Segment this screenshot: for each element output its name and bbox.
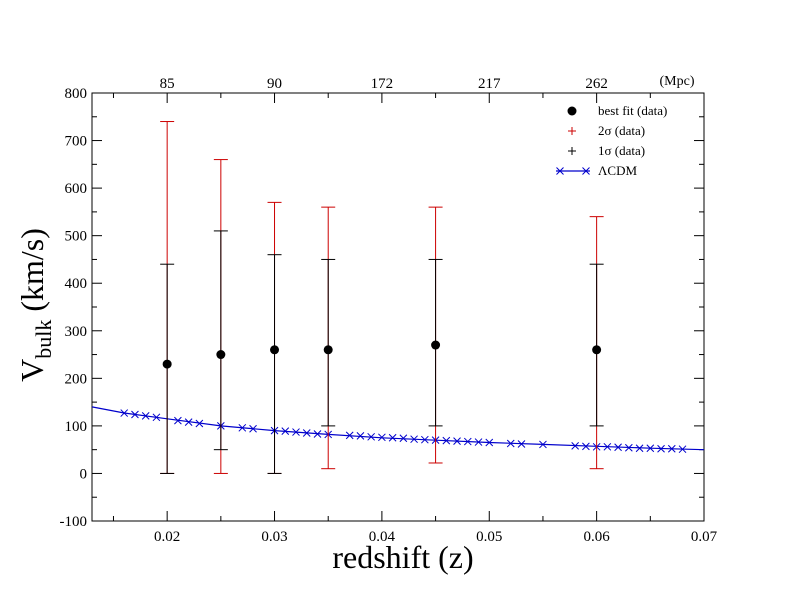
y-axis-label-unit: (km/s) [14, 228, 50, 312]
lcdm-marker [120, 409, 129, 417]
legend-symbol-2sigma [568, 127, 576, 135]
legend-label-1sigma: 1σ (data) [598, 143, 645, 158]
best-fit-point [323, 345, 333, 355]
best-fit-point [162, 359, 172, 369]
y-axis: -100 0 100 200 300 400 500 600 700 800 [60, 86, 704, 530]
lcdm-marker [582, 442, 590, 451]
x-tick-label: 0.02 [154, 529, 180, 545]
lcdm-marker [131, 410, 139, 419]
lcdm-marker [378, 433, 386, 442]
y-axis-label-sub: bulk [31, 320, 56, 359]
x-tick-label: 0.04 [369, 529, 396, 545]
top-axis-unit: (Mpc) [660, 74, 695, 89]
x-tick-label: 0.07 [691, 529, 718, 545]
lcdm-marker [603, 442, 612, 451]
y-tick-label: 300 [65, 324, 88, 340]
best-fit-point [431, 340, 441, 350]
top-axis-label: 217 [478, 76, 501, 92]
lcdm-marker [141, 412, 150, 420]
best-fit-points [162, 340, 602, 369]
y-axis-label: Vbulk (km/s) [14, 228, 56, 382]
lcdm-marker [657, 444, 665, 453]
y-tick-label: 500 [65, 229, 88, 245]
legend: best fit (data) 2σ (data) 1σ (data) ΛCDM [556, 103, 667, 178]
legend-label-best-fit: best fit (data) [598, 103, 667, 118]
lcdm-marker [474, 438, 483, 446]
y-tick-label: -100 [60, 514, 88, 530]
top-axis: 85 90 172 217 262 [160, 76, 608, 92]
lcdm-marker [281, 427, 290, 435]
lcdm-marker [667, 444, 676, 453]
lcdm-series [91, 406, 705, 454]
lcdm-marker [313, 430, 322, 438]
lcdm-marker [399, 434, 408, 443]
y-tick-label: 100 [65, 419, 88, 435]
lcdm-marker [420, 435, 429, 444]
x-axis-label: redshift (z) [332, 539, 473, 575]
best-fit-point [216, 350, 226, 360]
y-tick-label: 700 [65, 134, 88, 150]
lcdm-marker [249, 424, 257, 433]
lcdm-marker [506, 439, 515, 448]
lcdm-marker [442, 436, 451, 445]
lcdm-marker [195, 419, 204, 428]
lcdm-marker [174, 416, 182, 425]
lcdm-marker [485, 438, 494, 447]
lcdm-marker [356, 432, 365, 440]
best-fit-point [592, 345, 602, 355]
y-tick-label: 600 [65, 181, 88, 197]
lcdm-marker [302, 429, 311, 437]
y-axis-label-main: V [14, 359, 50, 382]
top-axis-label: 262 [585, 76, 608, 92]
y-tick-label: 200 [65, 371, 88, 387]
y-tick-label: 0 [80, 466, 88, 482]
lcdm-marker [388, 433, 397, 442]
lcdm-line [91, 406, 705, 451]
lcdm-marker [184, 418, 193, 426]
legend-label-2sigma: 2σ (data) [598, 123, 645, 138]
x-tick-label: 0.06 [584, 529, 611, 545]
x-tick-label: 0.05 [476, 529, 502, 545]
best-fit-point [270, 345, 280, 355]
legend-symbol-best-fit [567, 106, 577, 116]
lcdm-marker [152, 413, 161, 422]
lcdm-marker [678, 445, 687, 454]
error-bars [160, 121, 604, 474]
x-axis: 0.02 0.03 0.04 0.05 0.06 0.07 [112, 93, 718, 545]
lcdm-marker [345, 431, 354, 440]
lcdm-marker [453, 437, 461, 445]
lcdm-marker [614, 443, 622, 452]
top-axis-label: 85 [160, 76, 175, 92]
lcdm-marker [571, 442, 580, 450]
legend-marker-lcdm [582, 167, 590, 175]
lcdm-marker [646, 444, 655, 453]
top-axis-label: 172 [371, 76, 394, 92]
legend-label-lcdm: ΛCDM [598, 163, 637, 178]
lcdm-marker [238, 423, 247, 432]
lcdm-marker [463, 437, 472, 446]
lcdm-marker [517, 440, 526, 448]
lcdm-marker [539, 440, 547, 449]
lcdm-marker [292, 428, 300, 436]
y-tick-label: 800 [65, 86, 88, 102]
x-tick-label: 0.03 [261, 529, 287, 545]
legend-marker-lcdm [556, 167, 564, 175]
lcdm-marker [635, 444, 644, 453]
lcdm-marker [410, 435, 418, 444]
top-axis-label: 90 [267, 76, 282, 92]
lcdm-marker [624, 443, 633, 452]
legend-symbol-1sigma [568, 147, 576, 155]
lcdm-marker [367, 432, 376, 441]
y-tick-label: 400 [65, 276, 88, 292]
